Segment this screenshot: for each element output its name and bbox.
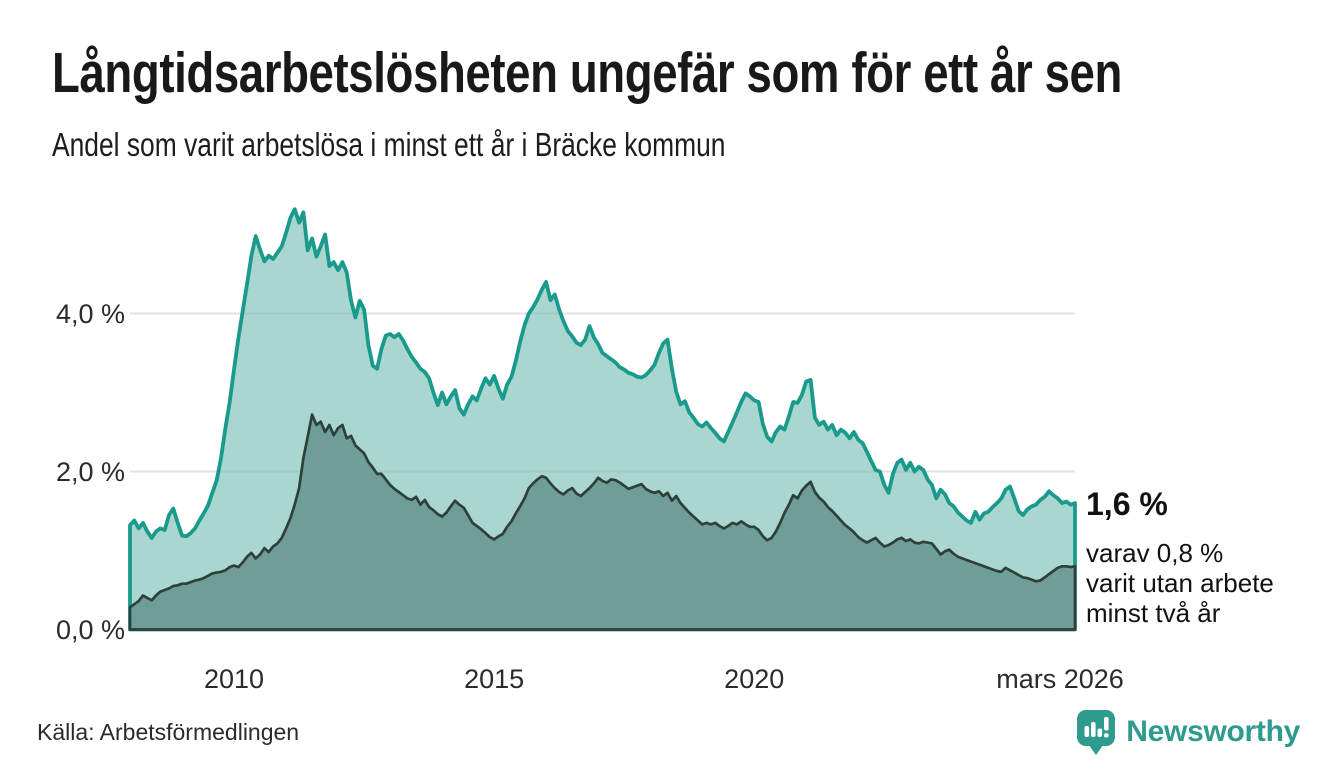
newsworthy-logo-icon: [1077, 710, 1116, 755]
newsworthy-logo-text: Newsworthy: [1126, 715, 1300, 748]
end-value-annotation: 1,6 % varav 0,8 % varit utan arbete mins…: [1086, 486, 1336, 628]
x-tick-label: 2010: [203, 664, 265, 694]
series-area-2: [128, 413, 1077, 631]
y-tick-label: 2,0 %: [55, 456, 125, 487]
page-subtitle: Andel som varit arbetslösa i minst ett å…: [52, 126, 726, 163]
x-tick-label: mars 2026: [996, 664, 1124, 694]
y-tick-label: 4,0 %: [55, 298, 125, 329]
end-value-detail: varav 0,8 % varit utan arbete minst två …: [1086, 538, 1336, 628]
end-value-detail-line: varit utan arbete: [1086, 568, 1274, 598]
end-value-detail-line: varav 0,8 %: [1086, 538, 1224, 568]
page-title: Långtidsarbetslösheten ungefär som för e…: [52, 41, 1122, 105]
end-value-detail-line: minst två år: [1086, 598, 1221, 628]
y-tick-label: 0,0 %: [55, 614, 125, 645]
x-tick-label: 2015: [464, 664, 525, 694]
source-credit: Källa: Arbetsförmedlingen: [37, 719, 300, 745]
x-tick-label: 2020: [724, 664, 785, 694]
end-value-total: 1,6 %: [1086, 486, 1168, 522]
newsworthy-logo: Newsworthy: [1075, 708, 1300, 756]
